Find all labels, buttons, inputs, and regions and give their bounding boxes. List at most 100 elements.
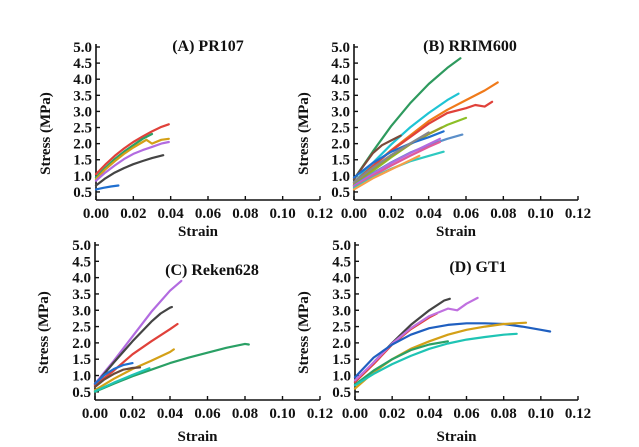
x-axis-label: Strain (178, 224, 219, 240)
y-tick-label: 3.0 (73, 104, 92, 120)
x-tick-label: 0.00 (83, 206, 109, 222)
y-tick-label: 2.0 (73, 137, 92, 153)
y-tick-label: 3.5 (332, 287, 351, 303)
x-tick-label: 0.08 (232, 206, 258, 222)
y-axis-label: Stress (MPa) (296, 291, 312, 374)
y-tick-label: 5.0 (332, 238, 351, 254)
x-tick-label: 0.12 (307, 206, 333, 222)
y-axis-label: Stress (MPa) (296, 92, 312, 175)
y-tick-label: 3.0 (332, 303, 351, 319)
x-tick-label: 0.06 (453, 406, 480, 422)
y-tick-label: 5.0 (72, 238, 91, 254)
series-line-green (353, 340, 449, 386)
x-tick-label: 0.10 (270, 206, 296, 222)
x-tick-label: 0.10 (528, 206, 554, 222)
y-tick-label: 1.0 (73, 169, 92, 185)
series-line-black (94, 154, 165, 187)
x-tick-label: 0.00 (82, 406, 108, 422)
y-tick-label: 3.0 (331, 104, 350, 120)
x-tick-label: 0.08 (491, 406, 517, 422)
y-tick-label: 4.0 (331, 72, 350, 88)
y-tick-label: 4.5 (73, 56, 92, 72)
series-line-pink (352, 140, 441, 189)
x-tick-label: 0.12 (307, 406, 333, 422)
x-axis-label: Strain (436, 224, 477, 240)
series-line-red (353, 312, 438, 384)
series-line-cyan (353, 332, 518, 387)
y-tick-label: 4.5 (72, 254, 91, 270)
y-tick-label: 2.5 (73, 121, 92, 137)
series-line-green (94, 132, 154, 179)
panel-4: 0.51.01.52.02.53.03.54.04.55.0 0.00 0.02 0.… (296, 238, 591, 445)
x-tick-label: 0.02 (119, 406, 145, 422)
y-tick-label: 1.0 (331, 169, 350, 185)
series-line-gold (94, 137, 170, 181)
y-tick-label: 2.0 (331, 137, 350, 153)
x-tick-label: 0.08 (232, 406, 258, 422)
x-tick-label: 0.12 (565, 406, 591, 422)
x-tick-label: 0.00 (341, 206, 367, 222)
panel-1: 0.51.01.52.02.53.03.54.04.55.0 0.00 0.02 0.… (38, 38, 333, 240)
x-tick-label: 0.10 (269, 406, 295, 422)
y-axis-label: Stress (MPa) (36, 291, 52, 374)
panel-title: (B) RRIM600 (423, 38, 517, 55)
x-tick-label: 0.00 (342, 406, 368, 422)
y-tick-label: 1.0 (332, 369, 351, 385)
x-tick-label: 0.04 (416, 406, 443, 422)
y-tick-label: 2.5 (72, 320, 91, 336)
y-tick-label: 0.5 (331, 185, 350, 201)
x-tick-label: 0.02 (379, 406, 405, 422)
series-line-blue (352, 130, 445, 179)
y-tick-label: 0.5 (72, 385, 91, 401)
y-tick-label: 1.5 (332, 352, 351, 368)
y-tick-label: 3.0 (72, 303, 91, 319)
series-line-violet (94, 140, 170, 182)
y-tick-label: 2.0 (332, 336, 351, 352)
y-tick-label: 3.5 (72, 287, 91, 303)
y-tick-label: 5.0 (73, 40, 92, 56)
x-tick-label: 0.04 (416, 206, 443, 222)
x-tick-label: 0.12 (565, 206, 591, 222)
series-line-blue (93, 362, 134, 385)
x-tick-label: 0.04 (157, 406, 184, 422)
series-line-blue (94, 184, 120, 191)
series-line-brown (93, 366, 142, 388)
y-tick-label: 0.5 (73, 185, 92, 201)
x-tick-label: 0.06 (453, 206, 480, 222)
y-tick-label: 1.0 (72, 369, 91, 385)
series-line-brown (352, 134, 402, 181)
series-line-red (94, 123, 170, 176)
x-axis-label: Strain (177, 429, 218, 445)
series-line-grey (352, 131, 430, 184)
y-tick-label: 2.5 (332, 320, 351, 336)
y-tick-label: 2.5 (331, 121, 350, 137)
y-tick-label: 4.0 (73, 72, 92, 88)
x-tick-label: 0.06 (195, 206, 222, 222)
x-tick-label: 0.06 (194, 406, 221, 422)
y-tick-label: 1.5 (72, 352, 91, 368)
x-tick-label: 0.02 (378, 206, 404, 222)
x-tick-label: 0.04 (158, 206, 185, 222)
series-line-red (93, 322, 179, 387)
x-tick-label: 0.02 (120, 206, 146, 222)
series-line-violet (352, 137, 441, 188)
y-tick-label: 4.0 (72, 271, 91, 287)
panel-title: (A) PR107 (172, 38, 244, 55)
x-tick-label: 0.08 (490, 206, 516, 222)
series-line-dark-green (352, 57, 462, 181)
series-line-cyan (93, 367, 151, 393)
y-axis-label: Stress (MPa) (38, 92, 54, 175)
x-axis-label: Strain (436, 429, 477, 445)
series-line-light-orange (352, 154, 421, 191)
y-tick-label: 4.5 (331, 56, 350, 72)
series-line-black (93, 305, 173, 386)
y-tick-label: 0.5 (332, 385, 351, 401)
panel-2: 0.51.01.52.02.53.03.54.04.55.0 0.00 0.02 0.… (296, 38, 591, 240)
y-tick-label: 1.5 (331, 153, 350, 169)
y-tick-label: 1.5 (73, 153, 92, 169)
y-tick-label: 3.5 (331, 88, 350, 104)
y-tick-label: 3.5 (73, 88, 92, 104)
panel-3: 0.51.01.52.02.53.03.54.04.55.0 0.00 0.02 0.… (36, 238, 333, 445)
series-line-gold (93, 348, 175, 392)
